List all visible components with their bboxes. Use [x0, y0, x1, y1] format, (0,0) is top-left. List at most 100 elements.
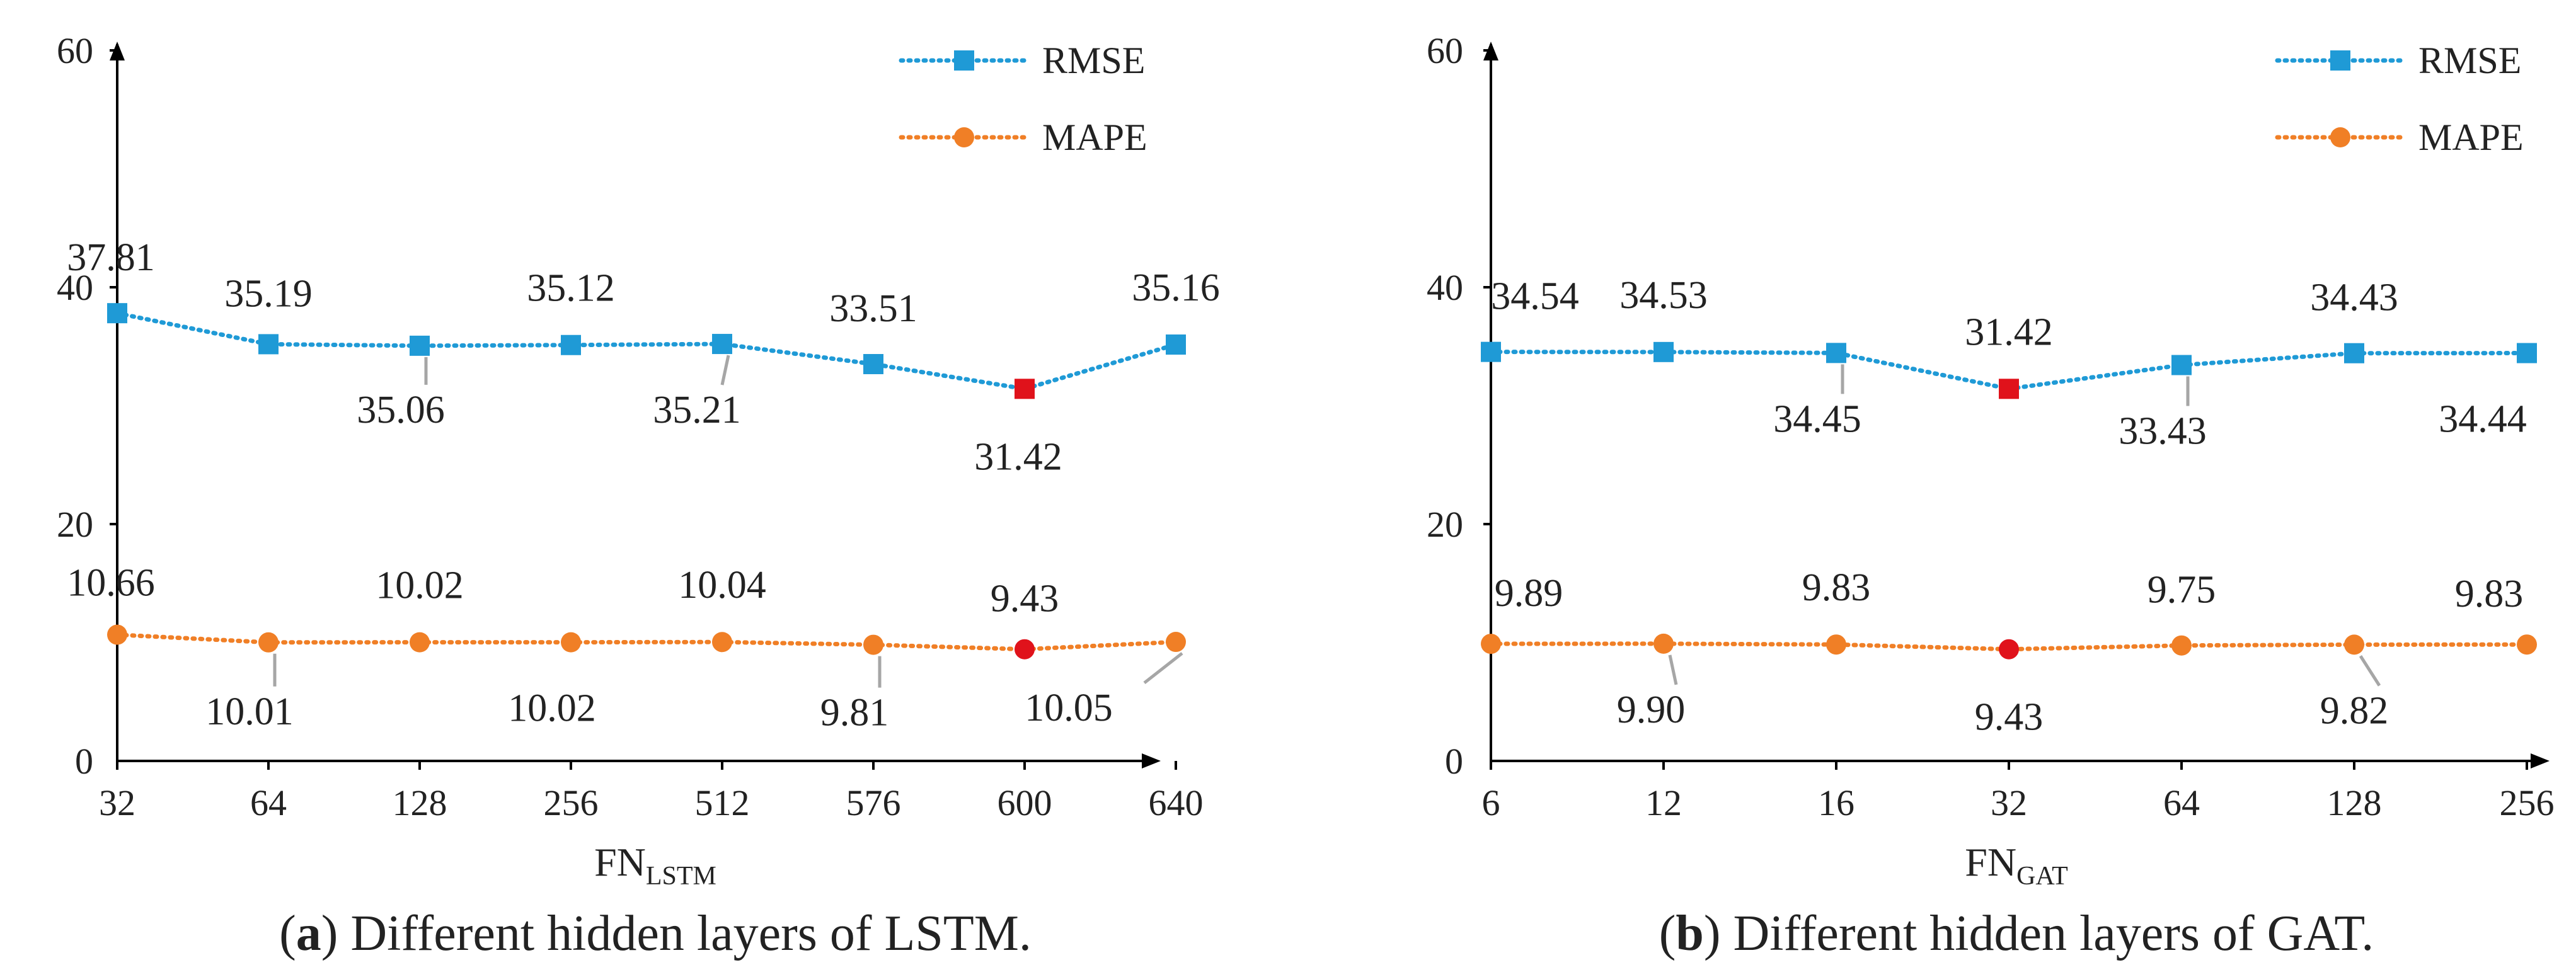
x-tick-label: 600	[998, 782, 1052, 823]
data-label: 9.43	[1975, 696, 2044, 739]
legend-label: RMSE	[2418, 40, 2521, 81]
rmse-marker	[1481, 341, 1501, 362]
x-tick-label: 256	[2500, 782, 2555, 823]
x-axis-label: FNGAT	[1965, 840, 2067, 891]
legend-entry-rmse: RMSE	[2275, 40, 2521, 81]
x-tick-label: 128	[2327, 782, 2382, 823]
legend-label: RMSE	[1042, 40, 1145, 81]
rmse-marker	[1826, 343, 1846, 363]
x-tick-label: 128	[393, 782, 447, 823]
x-tick-label: 16	[1818, 782, 1854, 823]
y-tick-label: 40	[57, 267, 93, 308]
x-axis-label-main: FN	[594, 840, 646, 884]
mape-marker	[107, 624, 127, 645]
data-label: 35.06	[357, 389, 445, 431]
x-axis-arrow	[1142, 753, 1161, 768]
panel-caption: (b) Different hidden layers of GAT.	[1659, 906, 2374, 961]
data-label-leader	[720, 355, 730, 386]
mape-marker	[1999, 639, 2019, 660]
caption-punct: )	[1704, 906, 1734, 961]
data-label: 9.43	[991, 578, 1059, 620]
rmse-marker	[1653, 341, 1674, 362]
x-tick-label: 64	[2163, 782, 2200, 823]
rmse-marker	[1999, 379, 2019, 399]
series-rmse: 34.54 34.53 34.45 31.42 33.43 34.43 34.44	[1481, 274, 2537, 453]
mape-marker	[1166, 632, 1186, 653]
rmse-marker	[2171, 355, 2192, 375]
data-label: 34.53	[1619, 274, 1708, 317]
data-label: 35.16	[1132, 266, 1220, 309]
data-label-leader	[2359, 655, 2381, 687]
y-tick-label: 60	[57, 30, 93, 71]
rmse-marker	[863, 354, 883, 375]
series-mape: 10.66 10.01 10.02 10.02 10.04 9.81 9.43 10.05	[67, 562, 1186, 734]
data-label: 10.04	[678, 564, 766, 607]
caption-letter: b	[1676, 906, 1704, 961]
data-label: 31.42	[1965, 311, 2053, 353]
mape-marker	[2517, 634, 2537, 655]
rmse-marker	[1015, 379, 1035, 399]
data-label: 10.02	[376, 564, 464, 607]
x-tick-label: 576	[846, 782, 901, 823]
data-label-leader	[1143, 652, 1183, 685]
y-tick-label: 20	[57, 504, 93, 545]
chart-panel-a: 0 20 40 60 32 64 128 256 512 576 600 640 FNLSTM 37.81…	[57, 30, 1220, 961]
x-tick-label: 12	[1645, 782, 1682, 823]
x-tick-label: 512	[695, 782, 750, 823]
rmse-marker	[561, 334, 581, 355]
legend-marker	[954, 50, 974, 71]
data-label: 33.51	[829, 287, 917, 330]
data-label: 9.90	[1617, 688, 1686, 731]
mape-marker	[258, 632, 279, 653]
data-label-leader	[1668, 654, 1678, 685]
y-tick-label: 60	[1427, 30, 1463, 71]
mape-marker	[1481, 634, 1501, 654]
y-tick-label: 20	[1427, 504, 1463, 545]
mape-marker	[1653, 633, 1674, 654]
data-label: 9.83	[1802, 566, 1871, 609]
mape-marker	[1826, 634, 1846, 655]
caption-punct: (	[279, 906, 296, 961]
x-tick-label: 32	[1991, 782, 2027, 823]
rmse-marker	[258, 334, 279, 355]
legend-marker	[954, 127, 974, 147]
data-label: 35.19	[224, 272, 313, 315]
x-axis-label-sub: GAT	[2016, 862, 2068, 891]
series-line-rmse	[115, 311, 1178, 391]
data-label: 9.81	[820, 692, 889, 734]
data-label: 9.89	[1495, 572, 1563, 615]
rmse-marker	[410, 335, 430, 356]
data-label: 10.02	[508, 687, 596, 730]
legend-entry-mape: MAPE	[2275, 117, 2524, 158]
rmse-marker	[712, 334, 732, 355]
caption-text: Different hidden layers of LSTM.	[350, 906, 1031, 961]
data-label: 10.01	[205, 690, 294, 733]
rmse-marker	[2344, 343, 2364, 363]
legend-label: MAPE	[1042, 117, 1147, 158]
data-label: 9.82	[2320, 689, 2389, 732]
data-label: 34.44	[2439, 398, 2527, 441]
mape-marker	[1015, 639, 1035, 660]
data-label: 9.75	[2148, 569, 2216, 612]
data-label: 9.83	[2455, 573, 2524, 615]
x-axis-label-main: FN	[1965, 840, 2016, 884]
x-axis-arrow	[2531, 753, 2550, 768]
data-label: 34.43	[2310, 277, 2398, 319]
data-label: 35.21	[653, 389, 741, 431]
legend-label: MAPE	[2418, 117, 2524, 158]
x-axis-label: FNLSTM	[594, 840, 716, 891]
x-axis-label-sub: LSTM	[646, 862, 716, 891]
panel-caption: (a) Different hidden layers of LSTM.	[279, 906, 1032, 961]
data-label: 34.45	[1773, 397, 1861, 440]
rmse-marker	[1166, 334, 1186, 355]
mape-marker	[2171, 635, 2192, 656]
series-rmse: 37.81 35.19 35.06 35.12 35.21 33.51 31.42 35.16	[67, 236, 1220, 478]
series-mape: 9.89 9.90 9.83 9.43 9.75 9.82 9.83	[1481, 566, 2537, 739]
mape-marker	[712, 632, 732, 653]
x-tick-label: 64	[250, 782, 287, 823]
x-tick-label: 256	[544, 782, 599, 823]
data-label: 35.12	[527, 267, 615, 310]
data-label: 10.05	[1025, 687, 1113, 729]
y-tick-label: 0	[1445, 741, 1463, 782]
